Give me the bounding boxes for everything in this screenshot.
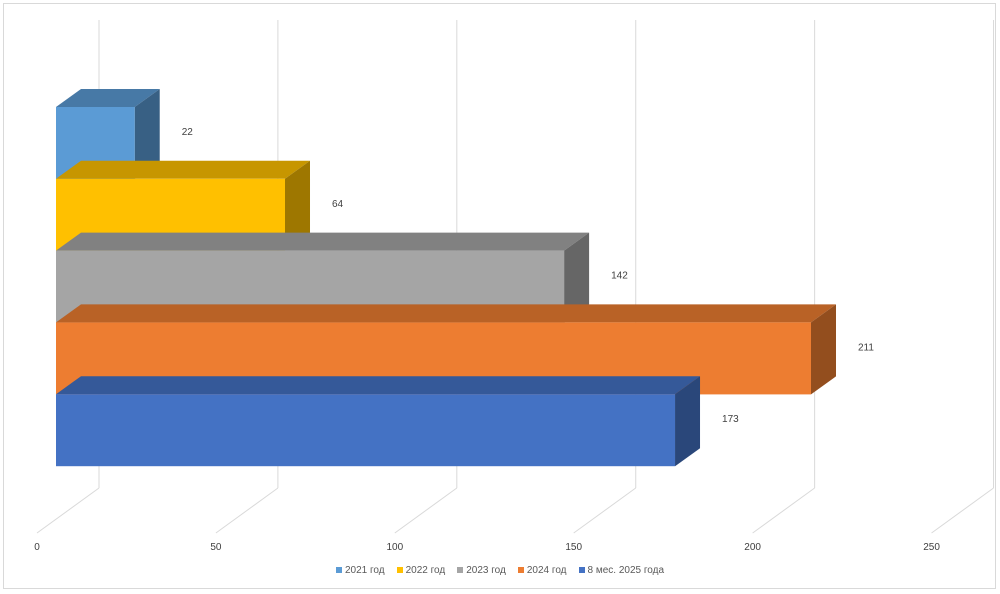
floor-gridline bbox=[394, 487, 458, 534]
tick-label: 150 bbox=[565, 542, 582, 553]
data-label: 211 bbox=[858, 342, 874, 353]
data-label: 173 bbox=[722, 414, 739, 425]
legend-item: 8 мес. 2025 года bbox=[578, 565, 665, 576]
data-label: 142 bbox=[611, 271, 628, 282]
legend-label: 2024 год bbox=[526, 565, 567, 576]
bar-top-face bbox=[56, 232, 590, 251]
bar-side-face bbox=[134, 89, 160, 179]
bar-top-face bbox=[56, 304, 836, 323]
tick-label: 50 bbox=[210, 542, 222, 553]
bar-top-face bbox=[56, 89, 160, 107]
legend-label: 2023 год bbox=[466, 565, 506, 576]
tick-label: 0 bbox=[34, 542, 40, 553]
data-label: 64 bbox=[332, 199, 344, 210]
legend-item: 2023 год bbox=[457, 565, 506, 576]
floor-gridline bbox=[752, 487, 815, 534]
legend-swatch bbox=[396, 567, 403, 573]
data-label: 22 bbox=[182, 127, 194, 138]
tick-label: 100 bbox=[386, 542, 403, 553]
bar-side-face bbox=[564, 232, 590, 323]
tick-label: 250 bbox=[923, 542, 940, 553]
legend-item: 2021 год bbox=[335, 565, 385, 576]
legend-label: 2021 год bbox=[344, 565, 385, 576]
bar-side-face bbox=[675, 376, 701, 467]
bar-top-face bbox=[56, 376, 701, 395]
legend-label: 8 мес. 2025 года bbox=[587, 565, 665, 576]
legend-swatch bbox=[517, 567, 524, 573]
floor-gridline bbox=[931, 487, 994, 534]
floor-gridline bbox=[573, 487, 637, 534]
bar-side-face bbox=[285, 160, 311, 251]
legend-label: 2022 год bbox=[405, 565, 446, 576]
floor-gridline bbox=[36, 487, 100, 534]
legend-item: 2022 год bbox=[396, 565, 446, 576]
legend-item: 2024 год bbox=[517, 565, 567, 576]
bar-side-face bbox=[811, 304, 836, 395]
legend-swatch bbox=[335, 567, 342, 573]
bar bbox=[56, 394, 676, 467]
floor-gridline bbox=[215, 487, 279, 534]
tick-label: 200 bbox=[744, 542, 761, 553]
chart-frame bbox=[3, 3, 996, 589]
legend: 2021 год 2022 год 2023 год 2024 год 8 мес. 2… bbox=[0, 565, 1000, 576]
legend-swatch bbox=[578, 567, 585, 573]
legend-swatch bbox=[457, 567, 464, 573]
bar-top-face bbox=[56, 160, 311, 179]
